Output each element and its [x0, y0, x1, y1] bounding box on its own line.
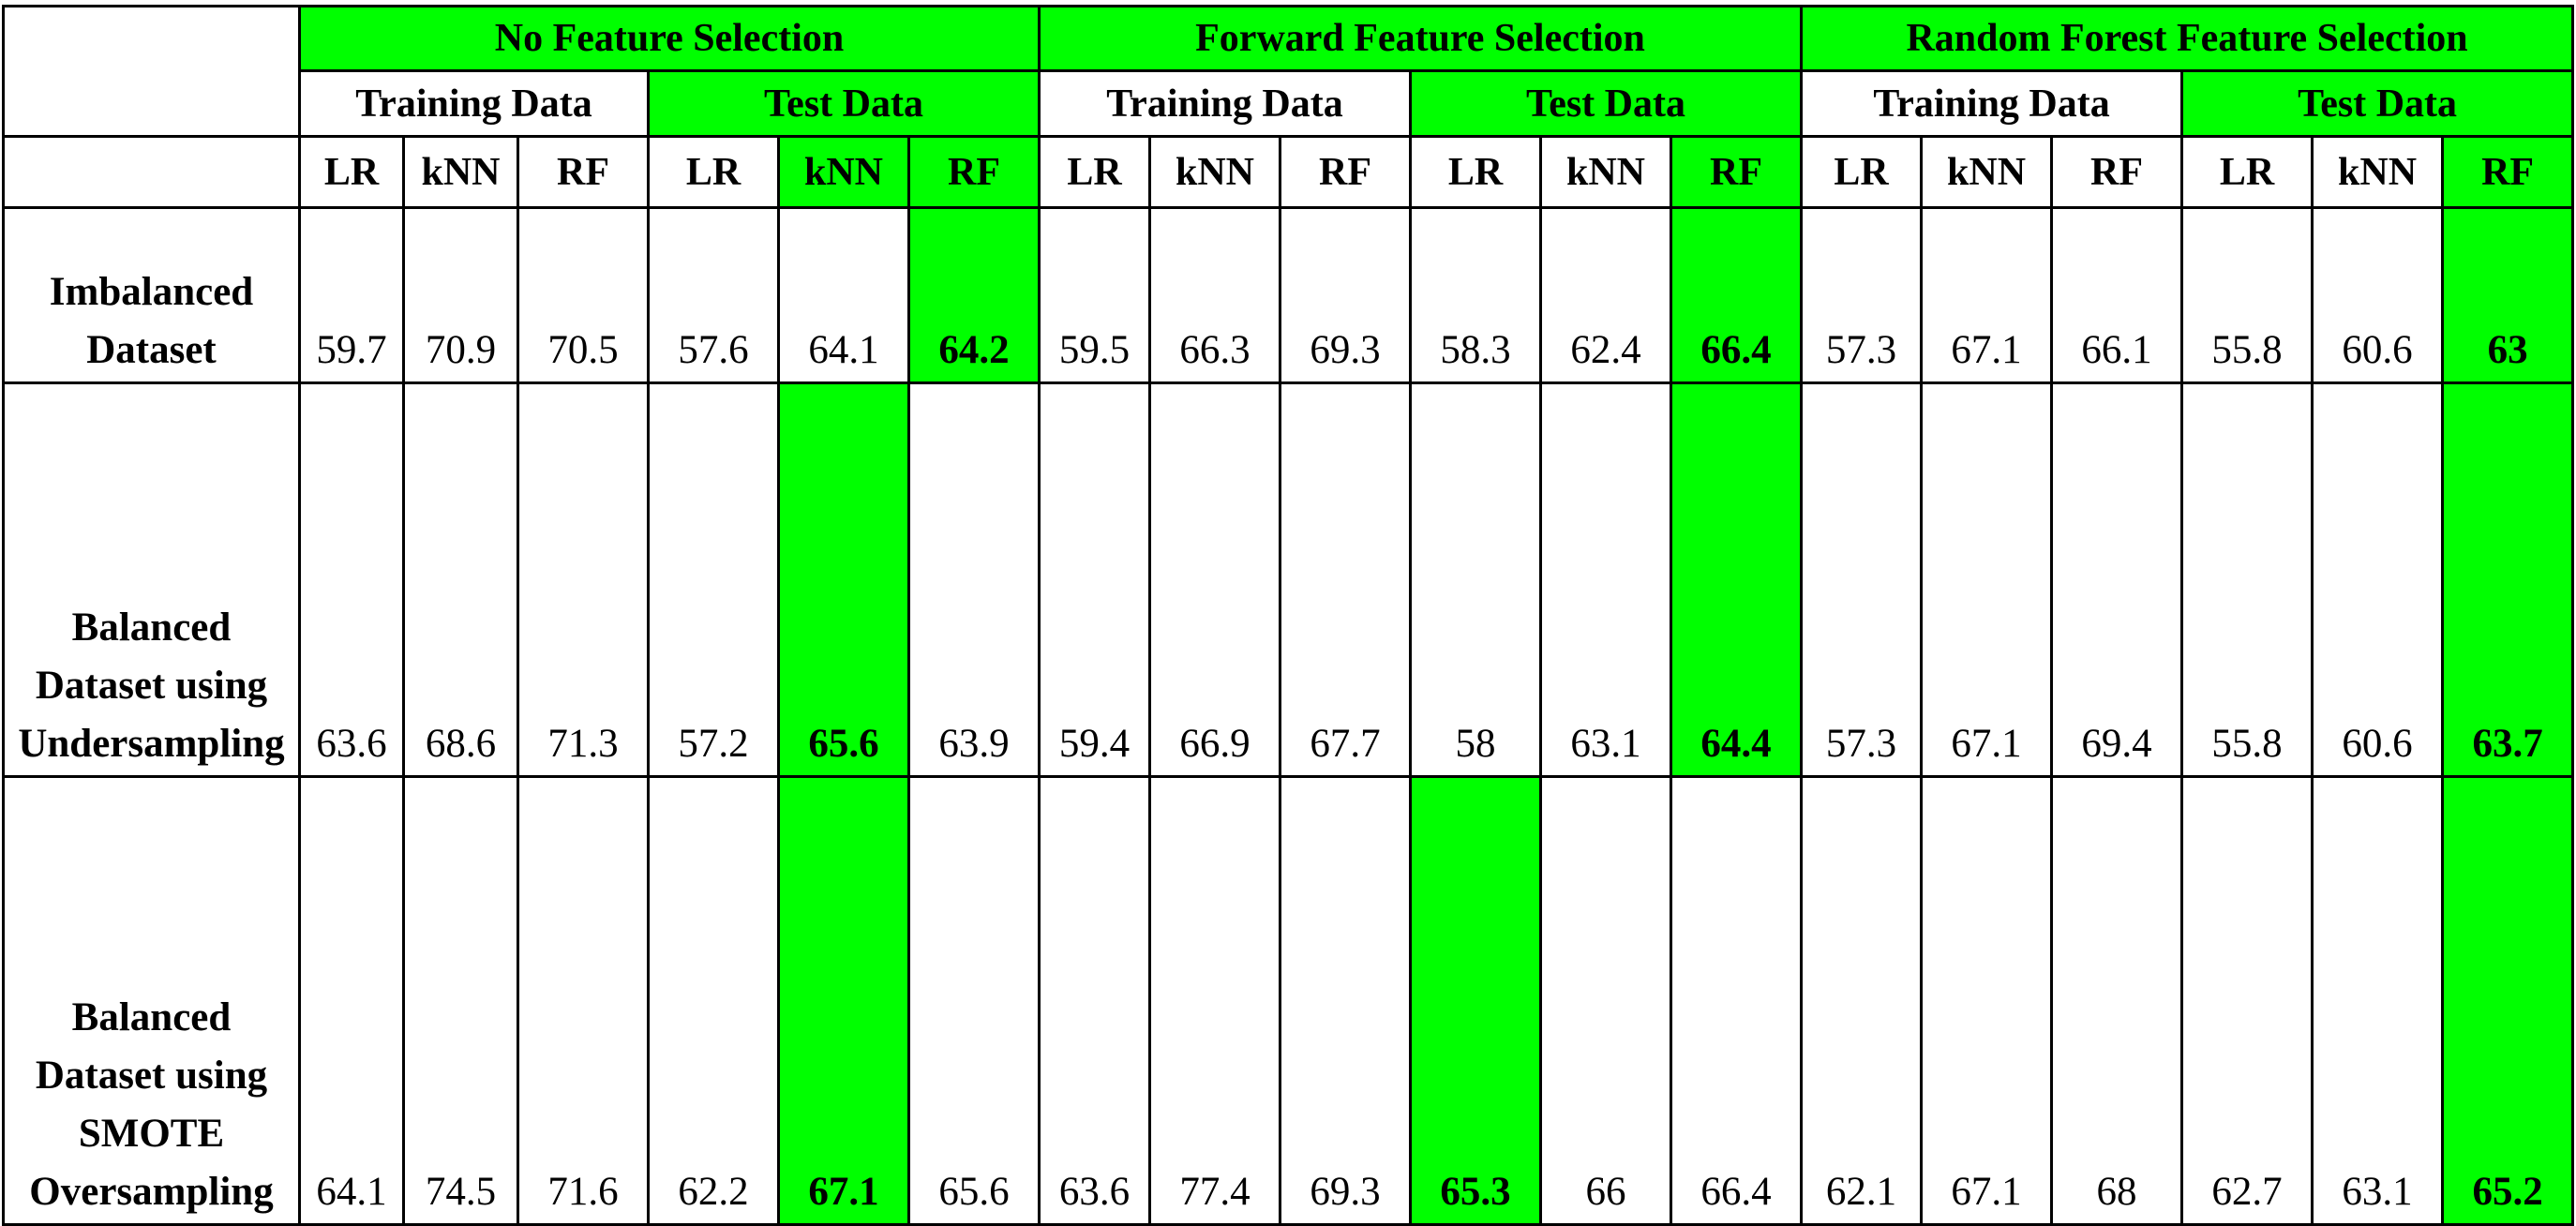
table-cell: 62.4: [1539, 206, 1672, 384]
table-cell: 66.1: [2050, 206, 2184, 384]
model-header-lr: LR: [2180, 135, 2314, 209]
results-table: No Feature Selection Forward Feature Sel…: [2, 5, 2575, 1226]
model-header-rf: RF: [517, 135, 650, 209]
model-header-row: LR kNN RF LR kNN RF LR kNN RF LR kNN RF …: [2, 135, 2575, 209]
table-cell: 71.6: [517, 775, 650, 1226]
table-cell: 59.5: [1038, 206, 1151, 384]
corner-cell: [2, 5, 301, 138]
model-header-lr: LR: [647, 135, 780, 209]
model-header-rf: RF: [2441, 135, 2575, 209]
table-cell: 67.1: [1920, 775, 2054, 1226]
model-header-knn: kNN: [777, 135, 910, 209]
table-cell: 70.9: [402, 206, 519, 384]
group-header-forward-feature-selection: Forward Feature Selection: [1037, 5, 1804, 72]
model-header-rf: RF: [907, 135, 1041, 209]
row-label: Balanced Dataset using SMOTE Oversamplin…: [2, 775, 301, 1226]
table-cell: 67.1: [1920, 206, 2054, 384]
table-cell-best: 67.1: [777, 775, 910, 1226]
table-cell: 62.7: [2180, 775, 2314, 1226]
table-cell-best: 64.4: [1669, 381, 1804, 778]
subheader-training-data: Training Data: [1038, 69, 1412, 138]
table-cell: 66.3: [1148, 206, 1281, 384]
table-cell: 67.7: [1279, 381, 1412, 778]
table-cell: 74.5: [402, 775, 519, 1226]
table-cell: 57.3: [1800, 206, 1924, 384]
table-cell: 58.3: [1409, 206, 1542, 384]
model-header-rf: RF: [2050, 135, 2184, 209]
table-cell: 64.1: [298, 775, 405, 1226]
model-header-knn: kNN: [1920, 135, 2054, 209]
table-cell: 71.3: [517, 381, 650, 778]
table-cell: 55.8: [2180, 381, 2314, 778]
table-cell: 69.3: [1279, 206, 1412, 384]
row-label: Balanced Dataset using Undersampling: [2, 381, 301, 778]
table-cell: 63.1: [1539, 381, 1672, 778]
model-header-knn: kNN: [402, 135, 519, 209]
table-cell-best: 63: [2441, 206, 2575, 384]
table-cell: 63.9: [907, 381, 1041, 778]
model-header-knn: kNN: [1148, 135, 1281, 209]
subheader-test-data: Test Data: [647, 69, 1041, 138]
table-cell: 60.6: [2311, 381, 2445, 778]
table-cell: 67.1: [1920, 381, 2054, 778]
table-cell: 63.6: [1038, 775, 1151, 1226]
model-header-lr: LR: [298, 135, 405, 209]
row-label: Imbalanced Dataset: [2, 206, 301, 384]
group-header-no-feature-selection: No Feature Selection: [298, 5, 1041, 72]
subheader-training-data: Training Data: [298, 69, 650, 138]
group-header-random-forest-feature-selection: Random Forest Feature Selection: [1800, 5, 2575, 72]
model-header-knn: kNN: [1539, 135, 1672, 209]
table-cell: 55.8: [2180, 206, 2314, 384]
table-cell: 70.5: [517, 206, 650, 384]
table-cell: 57.3: [1800, 381, 1924, 778]
model-header-rf: RF: [1669, 135, 1804, 209]
table-cell-best: 65.2: [2441, 775, 2575, 1226]
table-row-imbalanced: Imbalanced Dataset 59.7 70.9 70.5 57.6 6…: [2, 206, 2575, 384]
table-cell: 62.1: [1800, 775, 1924, 1226]
table-cell: 57.6: [647, 206, 780, 384]
subheader-test-data: Test Data: [2180, 69, 2575, 138]
subgroup-header-row: Training Data Test Data Training Data Te…: [4, 69, 2575, 138]
table-cell-best: 66.4: [1669, 206, 1804, 384]
model-header-rf: RF: [1279, 135, 1412, 209]
table-cell-best: 65.6: [777, 381, 910, 778]
table-cell: 66.4: [1669, 775, 1804, 1226]
model-header-lr: LR: [1800, 135, 1924, 209]
table-cell: 66.9: [1148, 381, 1281, 778]
table-cell: 59.7: [298, 206, 405, 384]
corner-cell: [2, 135, 301, 209]
table-cell: 69.3: [1279, 775, 1412, 1226]
group-header-row: No Feature Selection Forward Feature Sel…: [2, 5, 2575, 138]
table-cell: 69.4: [2050, 381, 2184, 778]
table-cell: 63.6: [298, 381, 405, 778]
subheader-test-data: Test Data: [1408, 69, 1804, 138]
table-cell: 77.4: [1148, 775, 1281, 1226]
model-header-lr: LR: [1409, 135, 1542, 209]
model-header-knn: kNN: [2311, 135, 2445, 209]
table-row-undersampling: Balanced Dataset using Undersampling 63.…: [2, 381, 2575, 778]
table-cell: 57.2: [647, 381, 780, 778]
subheader-training-data: Training Data: [1800, 69, 2184, 138]
table-cell-best: 64.2: [907, 206, 1041, 384]
table-cell: 58: [1409, 381, 1542, 778]
table-cell: 62.2: [647, 775, 780, 1226]
table-cell-best: 63.7: [2441, 381, 2575, 778]
table-cell: 65.6: [907, 775, 1041, 1226]
table-cell: 68.6: [402, 381, 519, 778]
table-cell: 60.6: [2311, 206, 2445, 384]
table-cell: 59.4: [1038, 381, 1151, 778]
table-cell: 66: [1539, 775, 1672, 1226]
model-header-lr: LR: [1038, 135, 1151, 209]
table-cell: 64.1: [777, 206, 910, 384]
table-cell: 68: [2050, 775, 2184, 1226]
table-row-smote: Balanced Dataset using SMOTE Oversamplin…: [2, 775, 2575, 1226]
table-cell-best: 65.3: [1409, 775, 1542, 1226]
table-cell: 63.1: [2311, 775, 2445, 1226]
